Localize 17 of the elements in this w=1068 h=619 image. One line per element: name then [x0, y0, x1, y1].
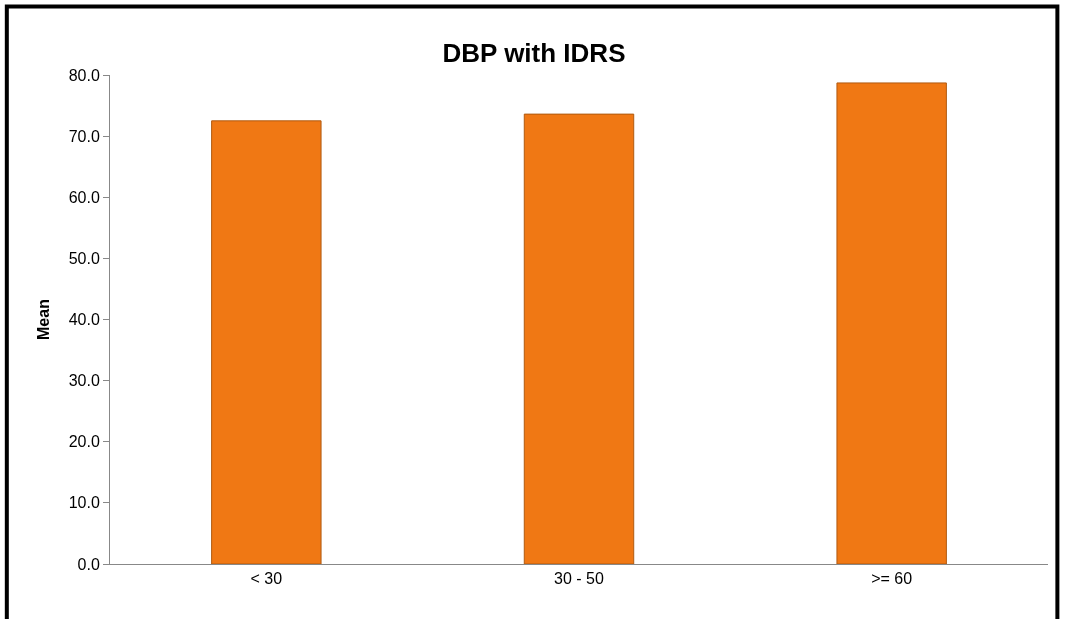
y-tick-label: 60.0 — [68, 188, 100, 206]
y-tick-label: 40.0 — [68, 311, 100, 329]
y-tick-label: 80.0 — [68, 66, 100, 84]
x-tick-label: 30 - 50 — [554, 570, 605, 588]
x-tick-label: < 30 — [250, 570, 283, 588]
chart-title: DBP with IDRS — [442, 37, 626, 68]
y-tick-label: 70.0 — [68, 127, 100, 145]
y-tick-label: 10.0 — [68, 494, 100, 512]
bar — [211, 120, 322, 564]
y-tick-label: 30.0 — [68, 372, 100, 390]
y-tick-label: 20.0 — [68, 433, 100, 451]
y-tick-label: 0.0 — [77, 555, 100, 573]
bar — [836, 82, 947, 564]
bar — [523, 113, 635, 564]
x-tick-label: >= 60 — [871, 570, 913, 588]
y-tick-label: 50.0 — [68, 249, 100, 267]
y-axis-title: Mean — [34, 299, 52, 340]
